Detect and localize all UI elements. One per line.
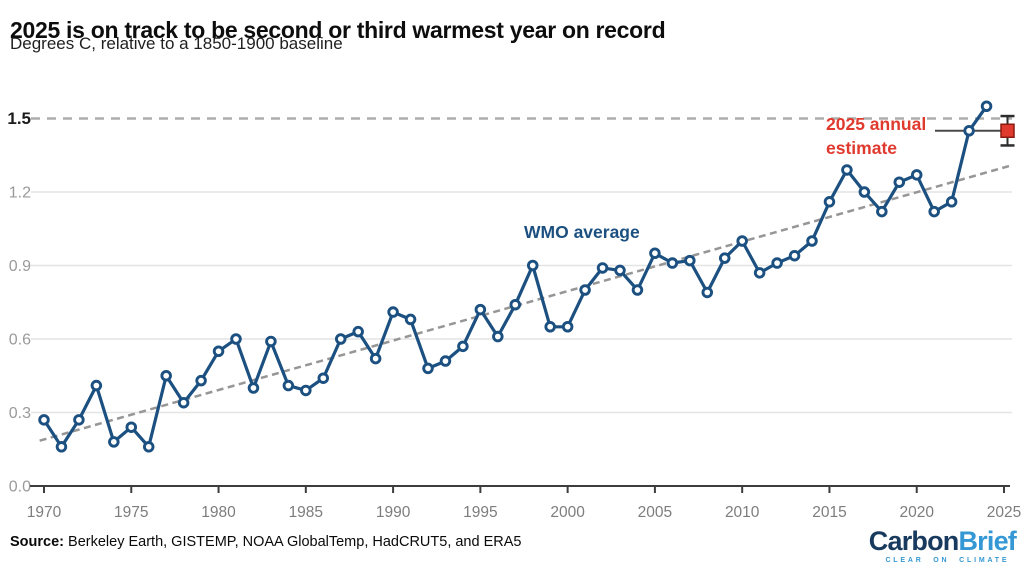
- data-point-2020: [910, 169, 923, 181]
- data-point-1989: [369, 352, 382, 365]
- y-tick-label: 1.2: [9, 185, 31, 202]
- data-point-1977: [160, 370, 172, 382]
- logo-wordmark: CarbonBrief: [868, 526, 1017, 556]
- data-point-2018: [876, 205, 888, 218]
- data-point-2021: [928, 205, 940, 218]
- x-tick-label: 2010: [725, 504, 760, 521]
- y-tick-label: 0.9: [9, 258, 31, 275]
- data-point-2016: [841, 164, 853, 176]
- data-point-1971: [55, 441, 68, 453]
- data-point-2019: [893, 176, 906, 188]
- data-point-2010: [736, 235, 748, 247]
- series-label-wmo: WMO average: [524, 222, 640, 242]
- data-point-1990: [387, 306, 399, 318]
- data-point-2007: [684, 254, 696, 267]
- logo-carbon: Carbon: [868, 526, 960, 556]
- data-point-2006: [666, 257, 679, 269]
- data-point-1987: [334, 333, 347, 345]
- data-point-1983: [265, 335, 277, 348]
- data-point-1986: [317, 372, 330, 384]
- data-point-1978: [177, 396, 190, 409]
- data-point-2009: [718, 252, 731, 264]
- estimate-label-line2: estimate: [826, 138, 898, 158]
- x-tick-label: 1970: [27, 504, 62, 521]
- carbonbrief-logo: CarbonBrief CLEAR ON CLIMATE: [868, 526, 1017, 565]
- data-point-2004: [631, 284, 644, 296]
- data-point-1982: [247, 382, 260, 394]
- data-point-1980: [212, 345, 225, 358]
- data-point-1994: [457, 340, 469, 353]
- data-point-2001: [579, 284, 591, 296]
- data-point-1976: [142, 441, 155, 453]
- data-point-2011: [753, 267, 766, 279]
- data-point-1995: [474, 303, 487, 316]
- data-point-1974: [108, 436, 120, 448]
- data-point-1985: [300, 384, 312, 397]
- data-point-1993: [439, 355, 452, 367]
- x-tick-label: 1975: [114, 504, 148, 521]
- data-point-2017: [858, 186, 871, 198]
- data-point-1975: [125, 421, 138, 433]
- data-point-1973: [90, 379, 103, 392]
- annotation-2025-estimate: 2025 annual estimate: [826, 112, 926, 160]
- x-tick-label: 1995: [463, 504, 497, 521]
- data-point-1997: [509, 298, 522, 311]
- y-tick-label: 0.6: [9, 332, 31, 349]
- data-point-1998: [526, 259, 539, 272]
- data-point-2002: [596, 262, 609, 274]
- source-label: Source:: [10, 534, 64, 550]
- x-tick-label: 2000: [550, 504, 585, 521]
- source-note: Source: Berkeley Earth, GISTEMP, NOAA Gl…: [10, 534, 521, 550]
- page-title: 2025 is on track to be second or third w…: [10, 17, 666, 44]
- data-point-2008: [701, 286, 714, 299]
- logo-brief: Brief: [958, 526, 1016, 556]
- estimate-marker-2025: [1000, 123, 1015, 138]
- data-point-2005: [649, 247, 661, 259]
- x-tick-label: 1985: [289, 504, 323, 521]
- data-point-1970: [38, 414, 50, 426]
- data-point-2015: [823, 196, 836, 208]
- data-point-1984: [282, 379, 295, 392]
- x-tick-label: 2005: [638, 504, 672, 521]
- logo-tagline: CLEAR ON CLIMATE: [885, 557, 1010, 564]
- data-point-1981: [230, 333, 242, 345]
- data-point-2024: [980, 100, 993, 112]
- data-point-2000: [561, 321, 574, 333]
- trend-line: [39, 164, 1013, 442]
- x-tick-label: 2015: [812, 504, 846, 521]
- estimate-label-line1: 2025 annual: [826, 114, 927, 134]
- x-tick-label: 2025: [987, 504, 1021, 521]
- data-point-1992: [422, 362, 434, 375]
- data-point-1991: [404, 313, 417, 326]
- data-point-1988: [352, 325, 364, 338]
- data-point-2022: [945, 196, 958, 208]
- data-point-2003: [614, 264, 626, 277]
- source-text: Berkeley Earth, GISTEMP, NOAA GlobalTemp…: [64, 534, 522, 550]
- x-tick-label: 1980: [201, 504, 236, 521]
- data-point-1979: [195, 374, 207, 387]
- data-point-1996: [492, 330, 504, 343]
- data-point-1999: [544, 321, 556, 333]
- chart-subtitle: Degrees C, relative to a 1850-1900 basel…: [10, 34, 343, 53]
- x-tick-label: 2020: [899, 504, 934, 521]
- data-point-2012: [771, 257, 783, 269]
- data-point-2013: [788, 249, 801, 262]
- data-point-1972: [73, 414, 85, 426]
- data-point-2023: [963, 124, 975, 137]
- y-tick-label: 0.0: [9, 479, 31, 496]
- data-point-2014: [806, 235, 818, 247]
- y-tick-label: 0.3: [9, 405, 31, 422]
- y-tick-label: 1.5: [7, 109, 31, 128]
- x-tick-label: 1990: [376, 504, 411, 521]
